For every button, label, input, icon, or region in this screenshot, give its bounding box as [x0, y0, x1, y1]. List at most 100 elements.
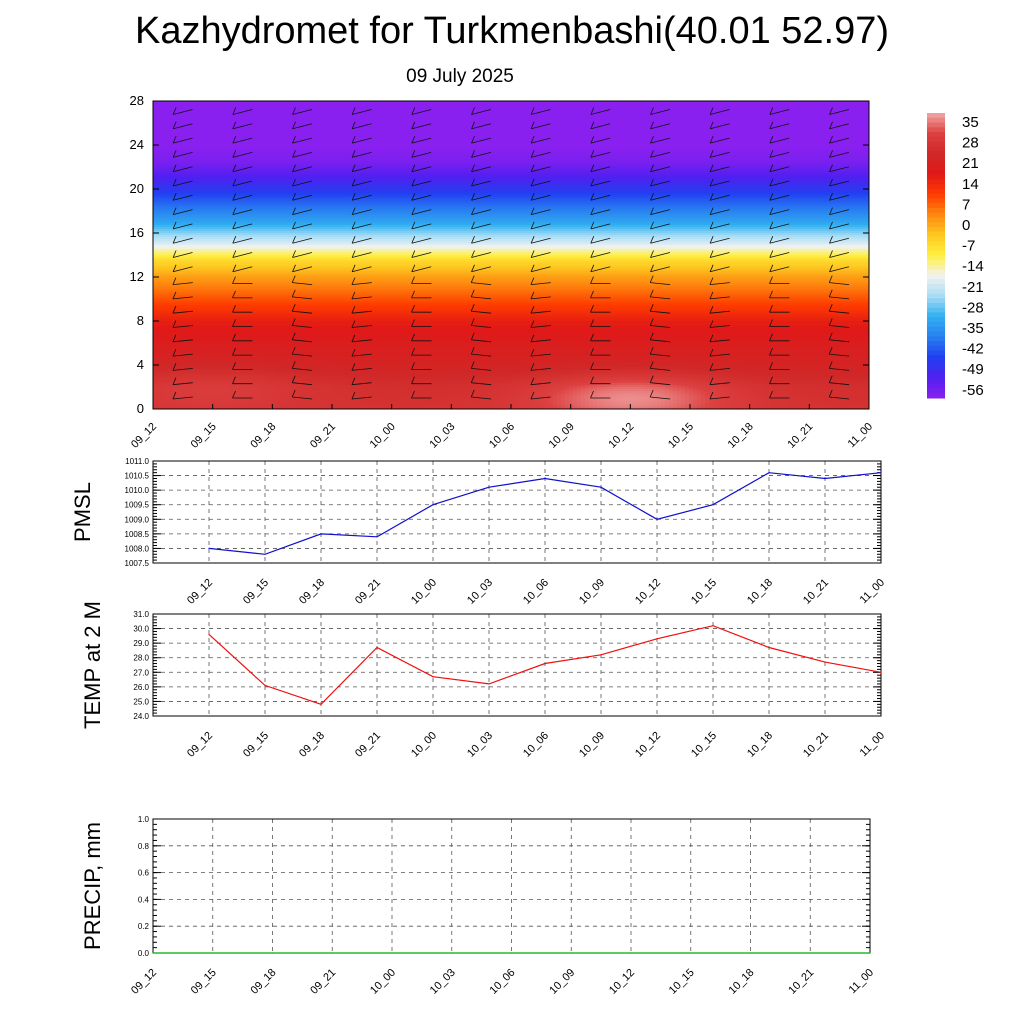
heatmap-cell [265, 215, 270, 218]
heatmap-cell [257, 363, 262, 366]
heatmap-cell [273, 219, 278, 222]
heatmap-cell [245, 161, 250, 164]
heatmap-cell [249, 391, 254, 394]
heatmap-cell [257, 297, 262, 300]
heatmap-cell [249, 353, 254, 356]
heatmap-cell [221, 125, 226, 128]
heatmap-cell [233, 129, 238, 132]
heatmap-cell [209, 271, 214, 274]
heatmap-cell [189, 173, 194, 176]
heatmap-cell [157, 203, 162, 206]
heatmap-cell [185, 289, 190, 292]
heatmap-cell [153, 223, 158, 226]
heatmap-cell [193, 197, 198, 200]
heatmap-cell [225, 205, 230, 208]
heatmap-cell [153, 267, 158, 270]
heatmap-cell [157, 373, 162, 376]
heatmap-cell [181, 195, 186, 198]
heatmap-cell [153, 115, 158, 118]
heatmap-cell [153, 401, 158, 404]
heatmap-cell [193, 211, 198, 214]
heatmap-cell [245, 407, 250, 410]
heatmap-cell [173, 315, 178, 318]
heatmap-cell [185, 163, 190, 166]
heatmap-cell [225, 253, 230, 256]
heatmap-cell [177, 109, 182, 112]
heatmap-cell [273, 313, 278, 316]
heatmap-cell [257, 305, 262, 308]
heatmap-cell [213, 221, 218, 224]
heatmap-cell [277, 101, 282, 104]
heatmap-cell [225, 261, 230, 264]
heatmap-cell [221, 121, 226, 124]
heatmap-cell [153, 171, 158, 174]
heatmap-cell [269, 197, 274, 200]
heatmap-cell [229, 127, 234, 130]
heatmap-cell [233, 285, 238, 288]
heatmap-cell [209, 241, 214, 244]
heatmap-cell [193, 291, 198, 294]
heatmap-cell [193, 389, 198, 392]
heatmap-cell [205, 109, 210, 112]
heatmap-cell [153, 403, 158, 406]
heatmap-cell [265, 165, 270, 168]
heatmap-cell [153, 179, 158, 182]
heatmap-cell [269, 367, 274, 370]
heatmap-cell [237, 151, 242, 154]
heatmap-cell [213, 399, 218, 402]
heatmap-cell [281, 149, 286, 152]
heatmap-cell [225, 397, 230, 400]
heatmap-cell [221, 133, 226, 136]
heatmap-cell [221, 333, 226, 336]
heatmap-cell [229, 381, 234, 384]
heatmap-cell [261, 127, 266, 130]
heatmap-cell [237, 157, 242, 160]
heatmap-cell [153, 239, 158, 242]
heatmap-cell [277, 103, 282, 106]
heatmap-cell [173, 191, 178, 194]
heatmap-cell [221, 163, 226, 166]
heatmap-cell [161, 307, 166, 310]
heatmap-cell [229, 193, 234, 196]
heatmap-cell [281, 221, 286, 224]
heatmap-cell [169, 263, 174, 266]
heatmap-cell [261, 353, 266, 356]
heatmap-cell [197, 143, 202, 146]
heatmap-cell [181, 249, 186, 252]
heatmap-cell [253, 333, 258, 336]
heatmap-cell [261, 235, 266, 238]
heatmap-cell [201, 241, 206, 244]
heatmap-cell [161, 295, 166, 298]
heatmap-cell [257, 267, 262, 270]
heatmap-cell [197, 345, 202, 348]
heatmap-cell [237, 347, 242, 350]
heatmap-cell [245, 337, 250, 340]
heatmap-cell [197, 131, 202, 134]
heatmap-cell [241, 235, 246, 238]
heatmap-cell [197, 383, 202, 386]
heatmap-cell [201, 259, 206, 262]
heatmap-cell [269, 127, 274, 130]
heatmap-cell [157, 267, 162, 270]
heatmap-cell [165, 243, 170, 246]
heatmap-cell [161, 257, 166, 260]
heatmap-cell [229, 363, 234, 366]
heatmap-cell [221, 297, 226, 300]
heatmap-cell [213, 375, 218, 378]
heatmap-cell [261, 407, 266, 410]
heatmap-cell [257, 165, 262, 168]
heatmap-cell [277, 121, 282, 124]
heatmap-cell [213, 377, 218, 380]
heatmap-cell [281, 193, 286, 196]
heatmap-cell [249, 101, 254, 104]
heatmap-cell [253, 141, 258, 144]
heatmap-cell [181, 175, 186, 178]
heatmap-cell [193, 335, 198, 338]
heatmap-cell [277, 297, 282, 300]
heatmap-cell [209, 177, 214, 180]
heatmap-cell [269, 255, 274, 258]
heatmap-cell [157, 109, 162, 112]
heatmap-cell [229, 345, 234, 348]
heatmap-cell [253, 345, 258, 348]
heatmap-cell [277, 231, 282, 234]
